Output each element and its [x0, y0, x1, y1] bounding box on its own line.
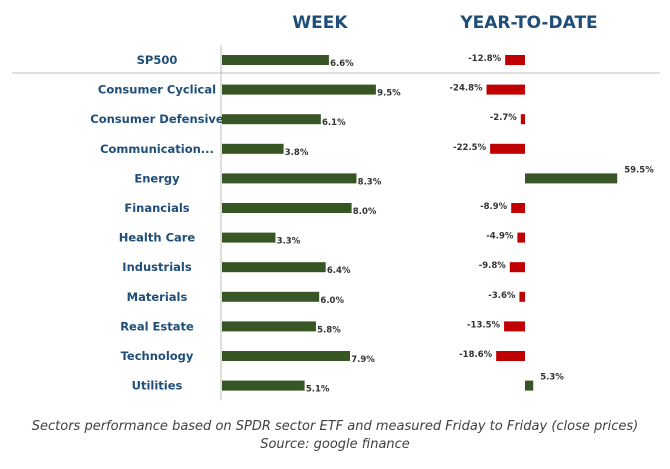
ytd-bar	[490, 143, 525, 154]
ytd-bar	[511, 203, 525, 213]
ytd-value-label: -8.9%	[480, 202, 508, 212]
category-label: Technology	[121, 349, 194, 363]
week-bar	[222, 55, 329, 65]
category-label: Real Estate	[120, 319, 194, 333]
ytd-value-label: -12.8%	[468, 54, 501, 64]
ytd-value-label: -24.8%	[450, 84, 483, 94]
ytd-bar	[525, 173, 618, 184]
ytd-value-label: 59.5%	[624, 165, 654, 175]
week-bar	[222, 351, 350, 361]
week-bar	[222, 143, 284, 154]
ytd-bar	[505, 55, 525, 65]
ytd-bar	[517, 232, 525, 243]
ytd-value-label: 5.3%	[540, 373, 564, 383]
week-value-label: 6.4%	[327, 266, 351, 276]
category-label: Energy	[134, 171, 180, 185]
week-bar	[222, 232, 276, 243]
category-label: SP500	[137, 53, 178, 67]
ytd-bar	[509, 262, 525, 273]
ytd-value-label: -4.9%	[486, 232, 514, 242]
week-bar	[222, 291, 320, 302]
week-bar	[222, 84, 376, 95]
week-value-label: 6.1%	[322, 118, 346, 128]
category-label: Communication...	[100, 142, 214, 156]
category-label: Consumer Cyclical	[98, 83, 216, 97]
week-bar	[222, 380, 305, 391]
ytd-bar	[504, 321, 525, 332]
week-column-title: WEEK	[292, 13, 348, 33]
week-bar	[222, 262, 326, 273]
ytd-bar	[486, 84, 525, 95]
ytd-value-label: -22.5%	[453, 143, 486, 153]
week-bar	[222, 114, 321, 125]
category-label: Health Care	[119, 231, 196, 245]
category-label: Industrials	[122, 260, 192, 274]
ytd-value-label: -18.6%	[459, 350, 492, 360]
week-value-label: 9.5%	[377, 89, 401, 99]
ytd-bar	[525, 380, 534, 391]
category-label: Consumer Defensive	[90, 112, 224, 126]
week-value-label: 6.6%	[330, 59, 354, 69]
week-value-label: 5.8%	[317, 325, 341, 335]
week-value-label: 3.3%	[277, 237, 301, 247]
chart-rows: SP500 6.6% -12.8% Consumer Cyclical 9.5% -24.…	[90, 53, 654, 395]
week-value-label: 8.0%	[353, 207, 377, 217]
week-value-label: 3.8%	[285, 148, 309, 158]
week-bar	[222, 203, 352, 213]
footer-source: Source: google finance	[260, 437, 410, 452]
ytd-value-label: -13.5%	[467, 320, 500, 330]
week-value-label: 5.1%	[306, 385, 330, 395]
week-value-label: 7.9%	[351, 355, 375, 365]
week-value-label: 8.3%	[358, 177, 382, 187]
ytd-bar	[520, 114, 525, 125]
ytd-value-label: -2.7%	[490, 113, 518, 123]
ytd-value-label: -3.6%	[488, 291, 516, 301]
week-bar	[222, 173, 357, 184]
category-label: Financials	[124, 201, 189, 215]
week-value-label: 6.0%	[320, 296, 344, 306]
ytd-value-label: -9.8%	[479, 261, 507, 271]
week-bar	[222, 321, 316, 332]
category-label: Utilities	[132, 379, 183, 393]
ytd-column-title: YEAR-TO-DATE	[459, 13, 597, 33]
ytd-bar	[519, 291, 525, 302]
footer-note: Sectors performance based on SPDR sector…	[31, 419, 639, 434]
ytd-bar	[496, 351, 525, 361]
category-label: Materials	[127, 290, 188, 304]
